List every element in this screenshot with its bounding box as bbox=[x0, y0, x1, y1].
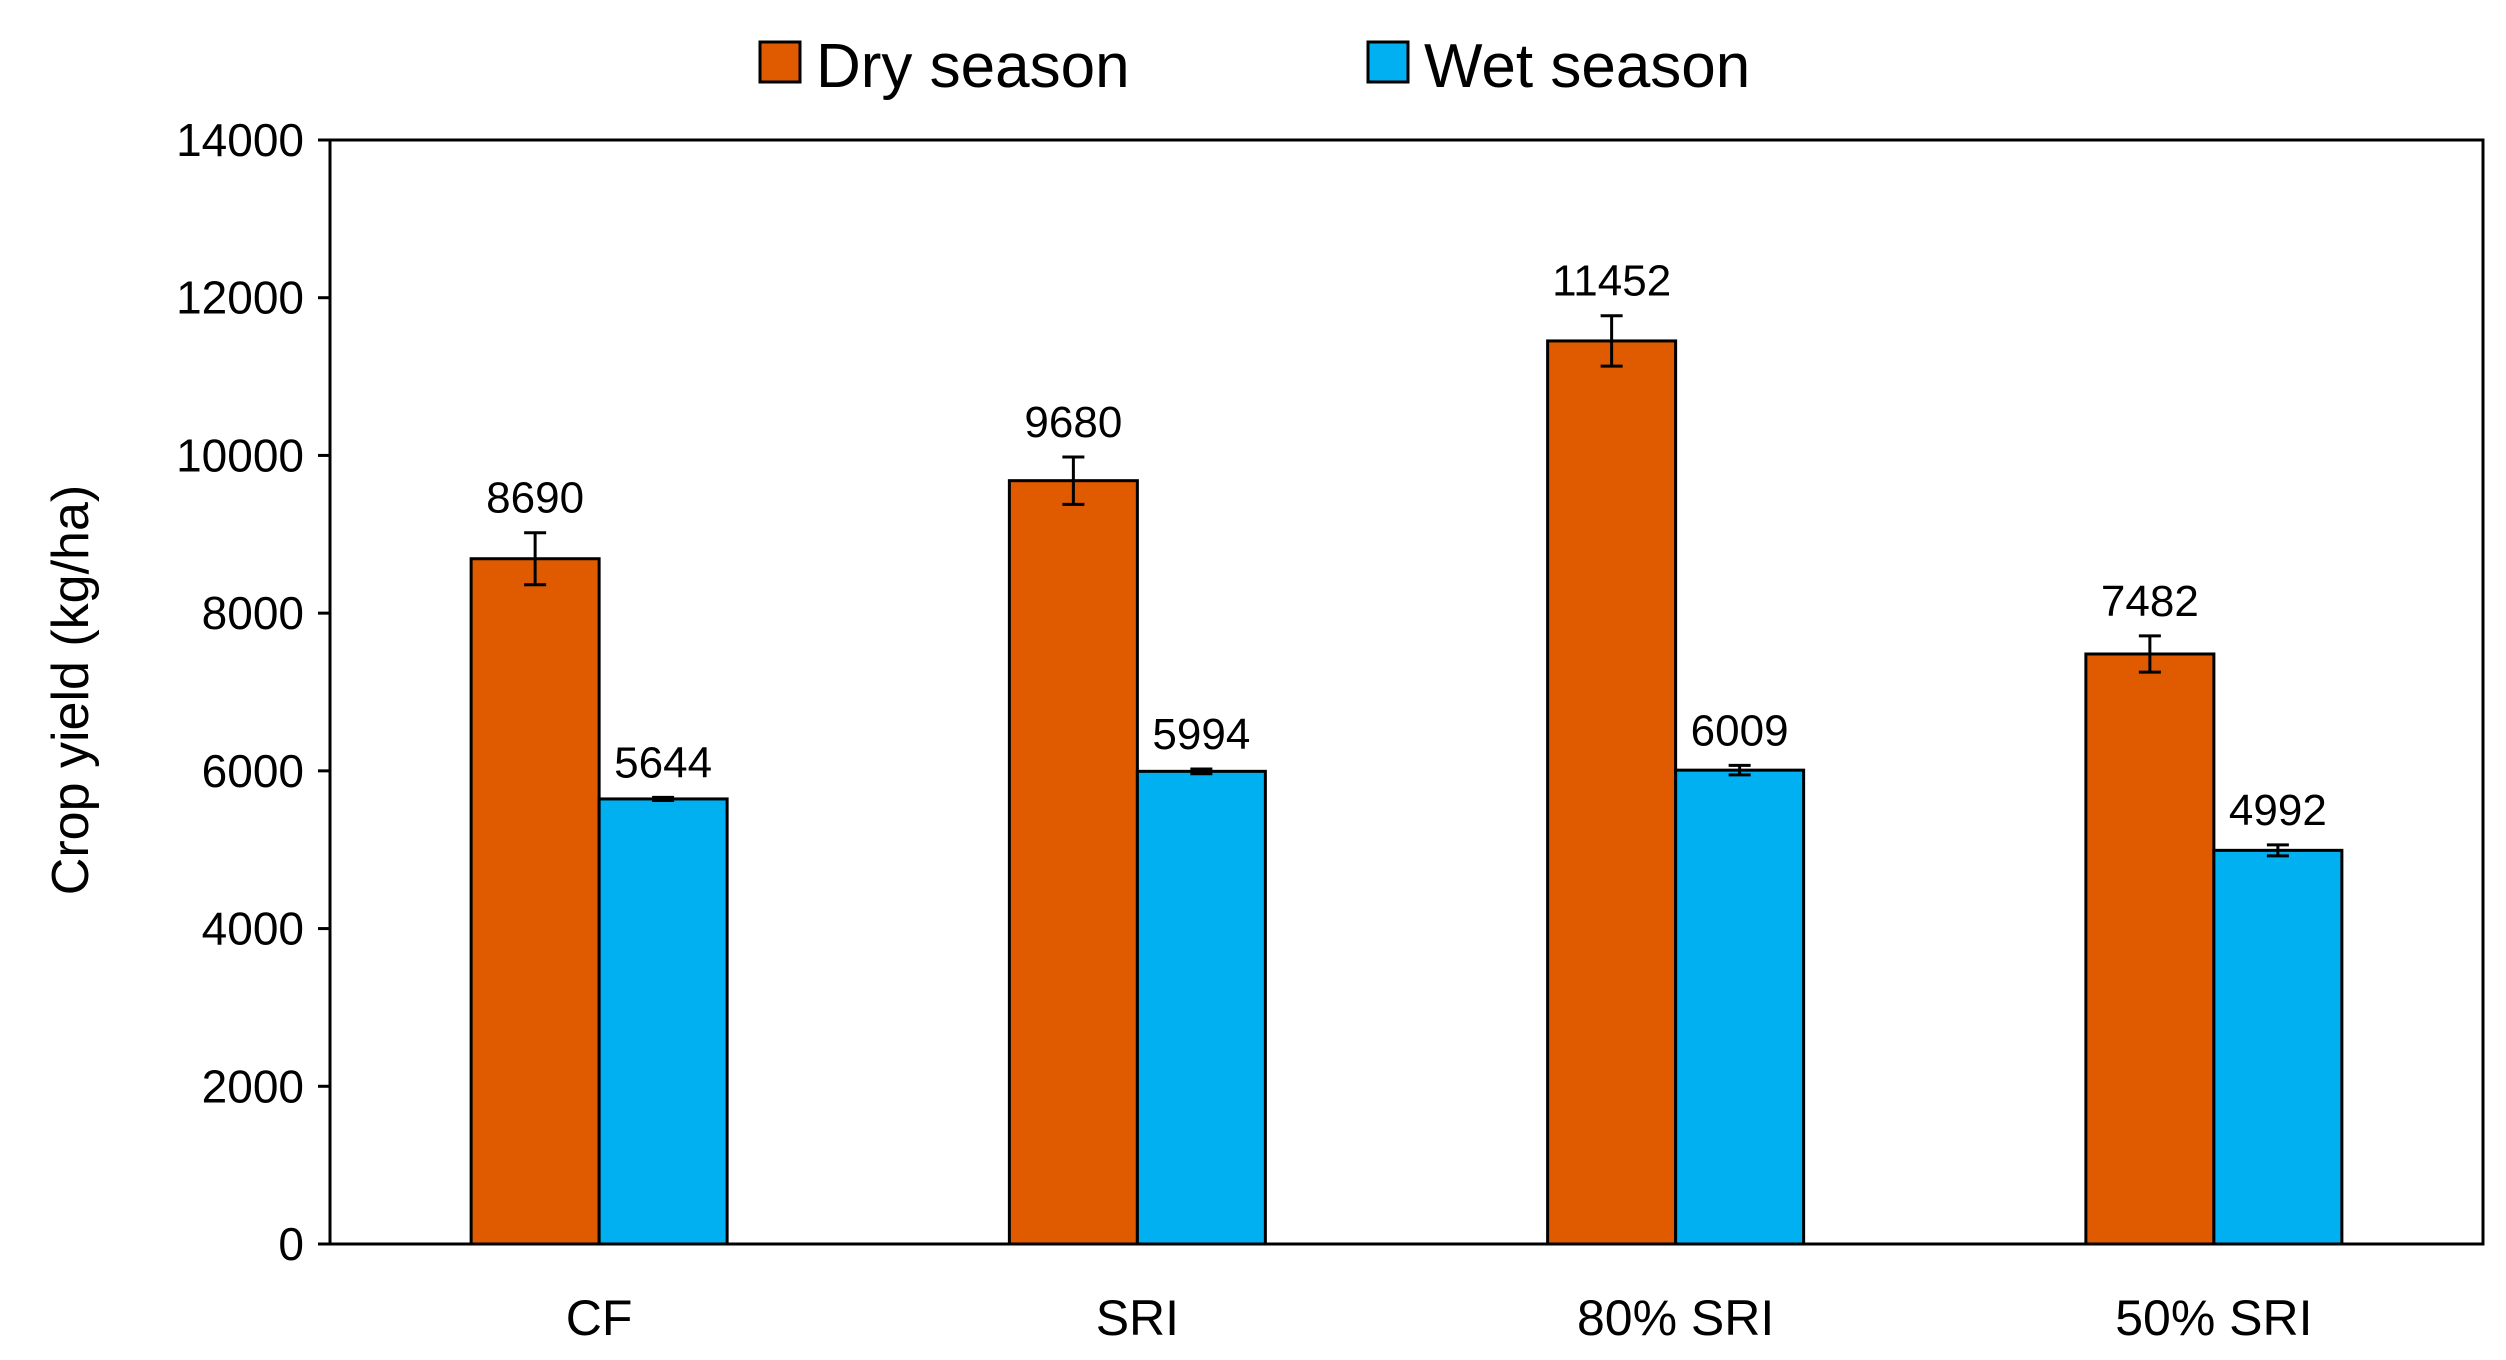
x-category-label: SRI bbox=[1096, 1290, 1179, 1346]
bar-wet-season bbox=[597, 797, 729, 1246]
data-label-dry-season: 7482 bbox=[2101, 577, 2199, 626]
bar-dry-season bbox=[469, 557, 601, 1246]
y-tick-label: 4000 bbox=[202, 903, 304, 955]
plot-area-frame bbox=[328, 138, 2485, 1246]
y-tick-label: 0 bbox=[278, 1218, 304, 1270]
data-labels: 8690 5644 9680 5994 11452 6009 7482 4992 bbox=[486, 257, 2327, 835]
bar-dry-season bbox=[1007, 479, 1139, 1246]
legend-label-wet-season: Wet season bbox=[1424, 32, 1750, 101]
legend-swatch-wet-season bbox=[1366, 40, 1410, 84]
legend-swatch-dry-season bbox=[758, 40, 802, 84]
y-axis-title: Crop yield (kg/ha) bbox=[42, 485, 100, 895]
data-label-dry-season: 11452 bbox=[1552, 257, 1671, 306]
data-label-dry-season: 9680 bbox=[1024, 398, 1122, 447]
x-category-label: 80% SRI bbox=[1577, 1290, 1774, 1346]
data-label-wet-season: 5644 bbox=[614, 738, 712, 787]
bar-wet-season bbox=[1135, 769, 1267, 1246]
x-axis: CF SRI 80% SRI 50% SRI bbox=[566, 1290, 2313, 1346]
bar-wet-season bbox=[2212, 848, 2344, 1246]
data-label-wet-season: 6009 bbox=[1691, 706, 1789, 755]
data-label-wet-season: 4992 bbox=[2229, 786, 2327, 835]
y-tick-label: 8000 bbox=[202, 587, 304, 639]
error-bars bbox=[524, 314, 2289, 858]
y-tick-label: 14000 bbox=[176, 114, 304, 166]
legend: Dry season Wet season bbox=[758, 32, 1750, 101]
bars bbox=[469, 339, 2344, 1246]
x-category-label: 50% SRI bbox=[2115, 1290, 2312, 1346]
y-axis: 0 2000 4000 6000 8000 10000 12000 14000 bbox=[176, 114, 330, 1270]
y-tick-label: 12000 bbox=[176, 272, 304, 324]
bar-dry-season bbox=[1546, 339, 1678, 1246]
data-label-dry-season: 8690 bbox=[486, 474, 584, 523]
y-tick-label: 10000 bbox=[176, 429, 304, 481]
data-label-wet-season: 5994 bbox=[1152, 710, 1250, 759]
y-tick-label: 6000 bbox=[202, 745, 304, 797]
x-category-label: CF bbox=[566, 1290, 633, 1346]
bar-wet-season bbox=[1674, 768, 1806, 1246]
y-tick-label: 2000 bbox=[202, 1060, 304, 1112]
bar-dry-season bbox=[2084, 652, 2216, 1246]
legend-label-dry-season: Dry season bbox=[816, 32, 1130, 101]
